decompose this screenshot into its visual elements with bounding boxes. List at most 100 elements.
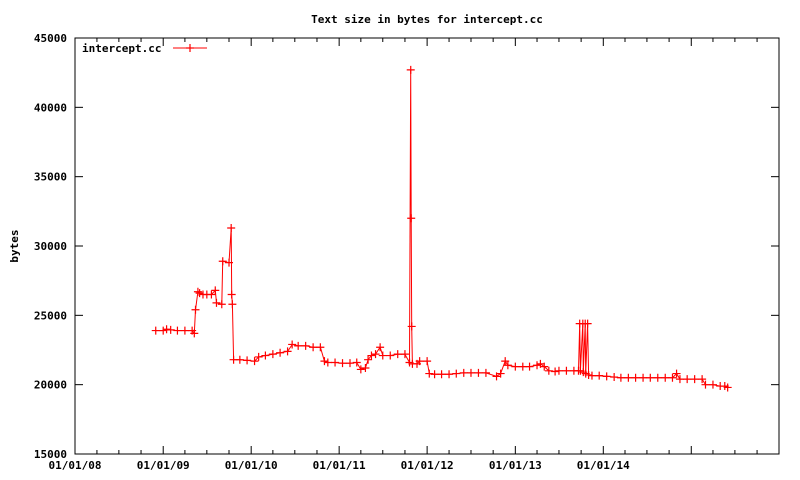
data-point [610, 373, 619, 382]
data-point [162, 325, 171, 334]
data-point [425, 369, 434, 378]
data-point [191, 305, 200, 314]
data-point [675, 375, 684, 384]
data-point [173, 326, 182, 335]
data-point [218, 257, 227, 266]
data-point [518, 362, 527, 371]
data-point [445, 370, 454, 379]
data-point [323, 358, 332, 367]
x-tick-label: 01/01/08 [49, 459, 102, 472]
data-point [276, 348, 285, 357]
data-point [701, 380, 710, 389]
y-tick-label: 15000 [34, 448, 67, 461]
data-point [708, 380, 717, 389]
data-point [211, 286, 220, 295]
data-point [423, 357, 432, 366]
data-point [690, 375, 699, 384]
data-point [415, 357, 424, 366]
data-point [261, 351, 270, 360]
data-point [672, 369, 681, 378]
data-point [492, 372, 501, 381]
y-tick-label: 20000 [34, 379, 67, 392]
legend: intercept.cc [82, 42, 207, 55]
data-point [195, 289, 204, 298]
data-point [452, 369, 461, 378]
data-point [639, 373, 648, 382]
data-point [180, 326, 189, 335]
data-point [227, 223, 236, 232]
data-point [406, 65, 415, 74]
data-point [466, 368, 475, 377]
data-point [661, 373, 670, 382]
y-tick-label: 25000 [34, 309, 67, 322]
data-point [294, 341, 303, 350]
data-point [481, 368, 490, 377]
data-point [316, 343, 325, 352]
x-tick-label: 01/01/13 [489, 459, 542, 472]
data-point [364, 355, 373, 364]
data-point [437, 370, 446, 379]
data-point [503, 361, 512, 370]
data-point [595, 371, 604, 380]
data-point [288, 340, 297, 349]
data-point [212, 298, 221, 307]
y-tick-label: 45000 [34, 32, 67, 45]
data-point [554, 366, 563, 375]
data-point [525, 362, 534, 371]
data-point [361, 364, 370, 373]
x-tick-label: 01/01/12 [401, 459, 454, 472]
data-point [250, 357, 259, 366]
data-point [376, 343, 385, 352]
data-point [583, 319, 592, 328]
data-point [698, 375, 707, 384]
data-point [228, 300, 237, 309]
data-point [407, 322, 416, 331]
data-point [668, 373, 677, 382]
data-point [511, 362, 520, 371]
data-point [190, 329, 199, 338]
data-point [254, 352, 263, 361]
data-point [225, 258, 234, 267]
legend-label: intercept.cc [82, 42, 161, 55]
plot-area-frame [74, 37, 780, 455]
data-point [386, 351, 395, 360]
data-point [646, 373, 655, 382]
legend-marker-plus [186, 44, 194, 52]
data-point [459, 368, 468, 377]
legend-marker [186, 44, 194, 52]
data-point [283, 347, 292, 356]
x-tick-label: 01/01/10 [225, 459, 278, 472]
data-point [301, 341, 310, 350]
y-tick-label: 40000 [34, 101, 67, 114]
series-layer [151, 65, 732, 392]
data-point [624, 373, 633, 382]
data-point [217, 300, 226, 309]
data-point [631, 373, 640, 382]
data-point [268, 350, 277, 359]
data-point [207, 290, 216, 299]
data-point [616, 373, 625, 382]
data-point [393, 350, 402, 359]
data-point [587, 371, 596, 380]
data-point [540, 362, 549, 371]
data-point [683, 375, 692, 384]
data-point [562, 366, 571, 375]
data-point [235, 355, 244, 364]
data-point [496, 369, 505, 378]
data-point [407, 214, 416, 223]
data-point [544, 366, 553, 375]
data-point [338, 359, 347, 368]
data-point [378, 351, 387, 360]
x-tick-label: 01/01/14 [577, 459, 630, 472]
y-tick-label: 30000 [34, 240, 67, 253]
data-point [331, 358, 340, 367]
data-point [430, 370, 439, 379]
series-line [155, 69, 728, 388]
data-point [653, 373, 662, 382]
data-point [309, 343, 318, 352]
data-point [367, 351, 376, 360]
data-point [166, 325, 175, 334]
data-point [501, 357, 510, 366]
data-point [723, 383, 732, 392]
